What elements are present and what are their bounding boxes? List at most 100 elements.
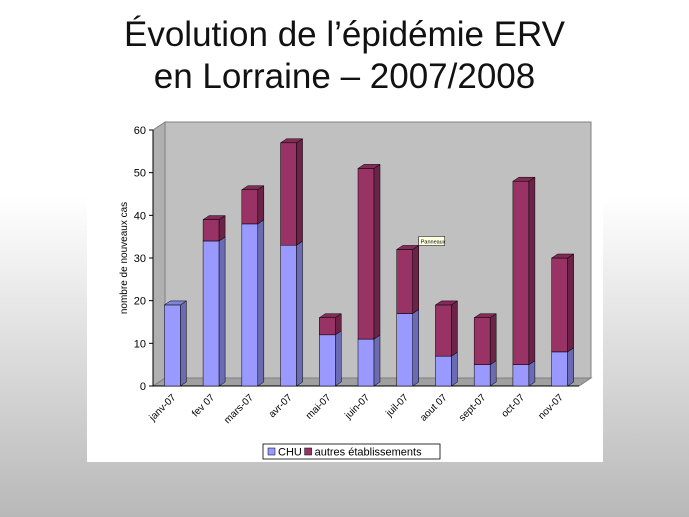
bar-top (318, 313, 343, 318)
bar-segment (279, 138, 304, 246)
bar-front (435, 304, 452, 357)
bar-segment (240, 219, 265, 387)
x-tick-label: avr-07 (267, 392, 295, 420)
bar-side (218, 236, 226, 387)
y-axis-title: nombre de nouveaux cas (119, 202, 130, 314)
stacked-bar-chart: 0 10 20 30 40 50 60 nombre de nouveaux cas janv… (119, 121, 593, 460)
bar-segment (202, 236, 226, 387)
bar-side (296, 240, 303, 387)
y-tick-label: 50 (134, 168, 146, 180)
x-tick-label: oct-07 (500, 392, 528, 420)
bar-top (202, 215, 226, 220)
y-tick-label: 0 (140, 381, 146, 393)
x-tick-label: juil-07 (383, 392, 411, 420)
bar-segment (473, 313, 498, 366)
bar-front (241, 223, 259, 387)
y-tick-label: 20 (134, 296, 146, 308)
bar-top (240, 185, 265, 190)
y-tick-label: 60 (134, 125, 146, 137)
bar-segment (279, 240, 304, 387)
bar-side (218, 215, 226, 242)
bar-segment (357, 163, 381, 340)
plot-side-wall (152, 121, 166, 387)
title-line-1: Évolution de l’épidémie ERV (123, 15, 565, 54)
bar-top (550, 253, 575, 259)
bar-segment (202, 215, 226, 242)
bar-front (396, 249, 413, 314)
bar-side (489, 313, 497, 366)
bar-top (512, 176, 536, 182)
bar-segment (357, 334, 381, 387)
bar-side (412, 244, 419, 314)
bar-front (512, 180, 530, 365)
bar-side (257, 185, 265, 225)
bar-segment (318, 330, 343, 387)
bar-side (335, 330, 342, 387)
y-tick-label: 30 (134, 253, 146, 265)
bar-segment (550, 253, 575, 353)
bar-front (319, 317, 336, 336)
bar-front (357, 168, 375, 340)
bar-front (551, 351, 568, 387)
y-tick-label: 40 (134, 210, 146, 222)
bar-side (567, 253, 574, 353)
bar-front (551, 257, 568, 353)
x-tick-label: nov-07 (536, 392, 566, 422)
bar-front (164, 304, 181, 387)
bar-side (451, 351, 458, 387)
bar-segment (163, 300, 188, 387)
bar-side (451, 300, 458, 357)
bar-front (280, 244, 297, 387)
bar-segment (395, 308, 420, 387)
legend-swatch (267, 447, 276, 456)
y-tick-label: 10 (134, 338, 146, 350)
bar-side (412, 308, 419, 387)
bar-front (241, 189, 259, 225)
bar-segment (240, 185, 265, 225)
x-tick-label: sept-07 (457, 392, 489, 424)
bar-top (163, 300, 188, 306)
slide-title: Évolution de l’épidémie ERV en Lorraine … (0, 14, 689, 98)
bar-side (373, 163, 381, 340)
x-tick-label: aout 07 (418, 392, 450, 424)
bar-side (489, 360, 497, 387)
bar-top (473, 313, 498, 318)
bar-segment (434, 300, 459, 357)
bar-front (396, 313, 413, 387)
bar-segment (434, 351, 459, 387)
bar-segment (395, 244, 420, 314)
annotation-box (418, 236, 445, 246)
bar-top (434, 300, 459, 306)
x-tick-label: juin-07 (342, 392, 372, 422)
bar-side (257, 219, 265, 387)
chart-container: 0 10 20 30 40 50 60 nombre de nouveaux cas janv… (87, 120, 603, 462)
bar-front (357, 338, 375, 387)
bar-front (512, 364, 530, 387)
title-line-2: en Lorraine – 2007/2008 (153, 57, 536, 96)
bar-top (279, 138, 304, 144)
legend-label: CHU (278, 447, 302, 459)
bar-side (528, 176, 536, 366)
bar-side (528, 360, 536, 387)
x-tick-label: mars-07 (222, 392, 256, 426)
bar-side (296, 138, 303, 246)
x-tick-label: janv-07 (147, 392, 179, 424)
legend-swatch (304, 447, 312, 456)
bar-side (180, 300, 187, 387)
bar-front (319, 334, 336, 387)
bar-front (202, 219, 220, 242)
bar-front (473, 364, 491, 387)
bar-segment (550, 347, 575, 387)
bar-segment (512, 176, 536, 366)
x-tick-label: fev 07 (190, 392, 217, 419)
bar-side (567, 347, 574, 387)
bar-front (435, 355, 452, 387)
bar-side (373, 334, 381, 387)
legend-label: autres établissements (315, 447, 422, 459)
bar-top (357, 164, 381, 169)
annotation-text: Panneaux (421, 239, 446, 245)
bar-front (280, 142, 297, 246)
x-tick-label: mai-07 (304, 392, 334, 422)
bar-front (473, 317, 491, 365)
bar-front (202, 240, 220, 387)
